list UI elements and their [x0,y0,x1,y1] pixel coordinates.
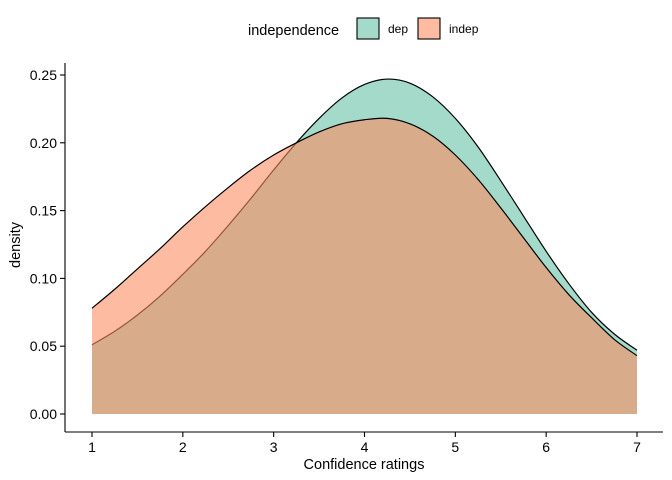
density-areas [91,78,638,414]
legend-label-indep: indep [449,22,479,36]
x-tick-label: 1 [88,439,96,455]
legend-title: independence [248,23,339,39]
x-tick-label: 5 [451,439,459,455]
x-tick-label: 4 [361,439,369,455]
x-axis-title: Confidence ratings [304,457,425,473]
x-tick-label: 3 [270,439,278,455]
axes: 1 2 3 4 5 6 7 0.00 0.05 0.10 0.15 0.20 0.25 [30,63,663,455]
y-tick-label: 0.10 [30,270,57,286]
y-tick-label: 0.05 [30,338,57,354]
y-tick-label: 0.00 [30,406,57,422]
legend-label-dep: dep [388,22,408,36]
y-axis-title: density [8,221,24,268]
y-tick-label: 0.20 [30,135,57,151]
legend-key-indep [417,17,441,40]
y-tick-label: 0.25 [30,67,57,83]
x-tick-label: 7 [633,439,641,455]
x-tick-label: 2 [179,439,187,455]
legend-key-dep [356,17,380,40]
density-line-indep [91,117,638,357]
legend: independence dep indep [248,17,479,40]
x-tick-label: 6 [542,439,550,455]
density-area-indep [92,118,637,414]
y-tick-label: 0.15 [30,203,57,219]
